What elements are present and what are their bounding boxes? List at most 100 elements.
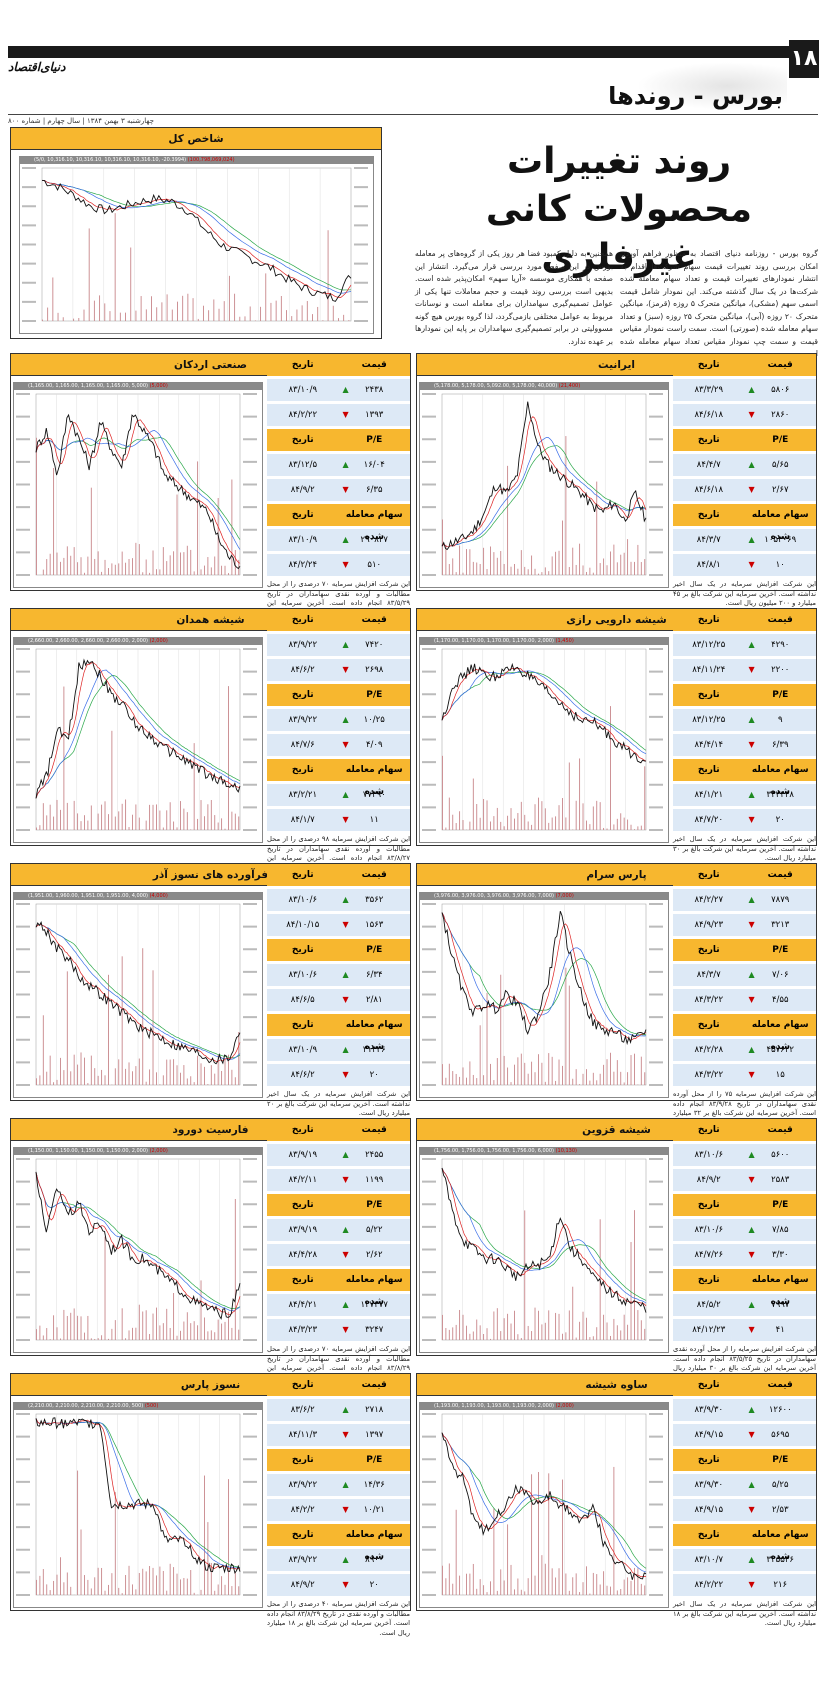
- up-arrow-icon: ▲: [342, 1555, 349, 1564]
- ohlc-values: (5,178.00, 5,178.00, 5,092.00, 5,178.00,…: [434, 383, 558, 389]
- volume-bar: [555, 1577, 557, 1595]
- volume-bar: [630, 824, 632, 830]
- volume-bar: [152, 804, 154, 830]
- ma20-line: [441, 912, 647, 1037]
- stats-value: ۴/۵۵ ▼: [745, 989, 817, 1011]
- stats-table: قیمت تاریخ ۵۸۰۶ ▲ ۸۳/۳/۲۹ ۲۸۶۰ ▼ ۸۴/۶/۱۸ P/E تاری…: [673, 354, 816, 609]
- stats-value: ۱۶/۰۴ ▲: [339, 454, 411, 476]
- up-arrow-icon: ▲: [342, 715, 349, 724]
- stats-date: ۸۳/۳/۲۹: [694, 385, 724, 395]
- volume-bar: [223, 301, 225, 321]
- volume-bar: [476, 1319, 478, 1340]
- stats-header-label: سهام معامله شده: [751, 510, 809, 542]
- volume-bar: [161, 302, 163, 321]
- y-tick-left: [422, 1158, 436, 1160]
- volume-bar: [637, 544, 639, 575]
- up-arrow-icon: ▲: [748, 1555, 755, 1564]
- volume-bar: [524, 566, 526, 575]
- volume-bar: [221, 1070, 223, 1085]
- stats-header-date: تاریخ: [697, 435, 720, 445]
- stats-date: ۸۳/۹/۱۹: [288, 1150, 318, 1160]
- volume-bar: [476, 1078, 478, 1085]
- stats-value: ۳۲۴۷ ▼: [339, 1319, 411, 1341]
- company-panel: فرآورده های نسوز آذر (1,951.00, 1,960.00,…: [10, 863, 411, 1117]
- stats-header-date: تاریخ: [697, 690, 720, 700]
- volume-bar: [538, 1310, 539, 1340]
- volume-bar: [166, 561, 168, 575]
- volume-bar: [503, 1318, 505, 1340]
- volume-bar: [166, 1590, 168, 1595]
- up-arrow-icon: ▲: [342, 385, 349, 394]
- volume-bar: [548, 1310, 550, 1340]
- volume-bar: [125, 1338, 127, 1340]
- y-tick-left: [422, 1084, 436, 1086]
- volume-bar: [57, 312, 59, 321]
- volume-bar: [270, 302, 272, 321]
- volume-bar: [109, 311, 111, 321]
- volume-bar: [616, 1325, 618, 1340]
- volume-bar: [490, 1338, 491, 1340]
- company-plot: [422, 1413, 663, 1596]
- company-chart-ohlc: (3,976.00, 3,976.00, 3,976.00, 3,976.00,…: [420, 893, 668, 900]
- volume-bar: [442, 1314, 443, 1340]
- stats-value: ۲۲۰۰ ▼: [745, 659, 817, 681]
- stats-header-date: تاریخ: [291, 435, 314, 445]
- volume-bar: [541, 1062, 543, 1085]
- ma25-line: [441, 671, 647, 751]
- ohlc-values: (2,210.00, 2,210.00, 2,210.00, 2,210.00,…: [28, 1403, 144, 1409]
- y-tick-left: [422, 415, 436, 418]
- y-tick-left: [16, 551, 30, 554]
- ohlc-volume: (5,000): [148, 383, 168, 389]
- volume-bar: [596, 481, 598, 575]
- company-chart: (1,150.00, 1,150.00, 1,150.00, 1,150.00,…: [13, 1147, 263, 1353]
- stats-value: ۹ ▲: [745, 709, 817, 731]
- volume-bar: [466, 1573, 467, 1595]
- volume-bar: [80, 1316, 82, 1340]
- volume-bar: [445, 827, 447, 830]
- y-tick-left: [16, 903, 30, 905]
- price-line: [441, 662, 647, 764]
- volume-bar: [60, 809, 61, 830]
- volume-bar: [162, 1323, 164, 1340]
- volume-bar: [568, 985, 570, 1085]
- volume-bar: [565, 817, 567, 830]
- main-index-title: شاخص کل: [11, 128, 381, 150]
- stats-header-date: تاریخ: [291, 1530, 314, 1540]
- stats-value: ۴۱ ▼: [745, 1319, 817, 1341]
- stats-row: ۱۰/۲۵ ▲ ۸۳/۹/۲۲: [267, 709, 410, 731]
- y-tick-left: [22, 262, 36, 265]
- ma25-line: [35, 1171, 241, 1309]
- y-tick-right: [649, 1016, 663, 1019]
- up-arrow-icon: ▲: [342, 1225, 349, 1234]
- volume-bar: [469, 549, 471, 575]
- top-rule: [8, 46, 818, 58]
- volume-bar: [193, 571, 195, 575]
- volume-bar: [169, 1563, 171, 1595]
- volume-bar: [135, 1589, 137, 1595]
- volume-bar: [224, 1584, 226, 1595]
- y-tick-left: [422, 948, 436, 951]
- volume-bar: [214, 1073, 216, 1085]
- volume-bar: [204, 1066, 205, 1085]
- stats-row: ۲۶۹۸ ▼ ۸۴/۶/۲: [267, 659, 410, 681]
- up-arrow-icon: ▲: [748, 1480, 755, 1489]
- y-tick-right: [243, 761, 257, 764]
- y-tick-right: [243, 1316, 257, 1319]
- volume-bar: [589, 1593, 591, 1595]
- y-tick-right: [243, 460, 257, 463]
- y-tick-left: [422, 1180, 436, 1183]
- y-tick-left: [16, 1458, 30, 1461]
- ma25-line: [441, 1167, 647, 1301]
- volume-bar: [177, 301, 178, 321]
- volume-bar: [603, 1064, 605, 1085]
- volume-bar: [162, 1075, 164, 1085]
- stats-header-label: P/E: [772, 1200, 789, 1210]
- ohlc-values: (1,150.00, 1,150.00, 1,150.00, 1,150.00,…: [28, 1148, 148, 1154]
- volume-bar: [119, 312, 121, 321]
- volume-bar: [77, 1470, 79, 1595]
- y-tick-left: [16, 715, 30, 718]
- volume-bar: [197, 818, 199, 830]
- volume-bar: [197, 1055, 199, 1085]
- company-plot: [16, 393, 257, 576]
- section-title: بورس - روندها: [608, 82, 783, 110]
